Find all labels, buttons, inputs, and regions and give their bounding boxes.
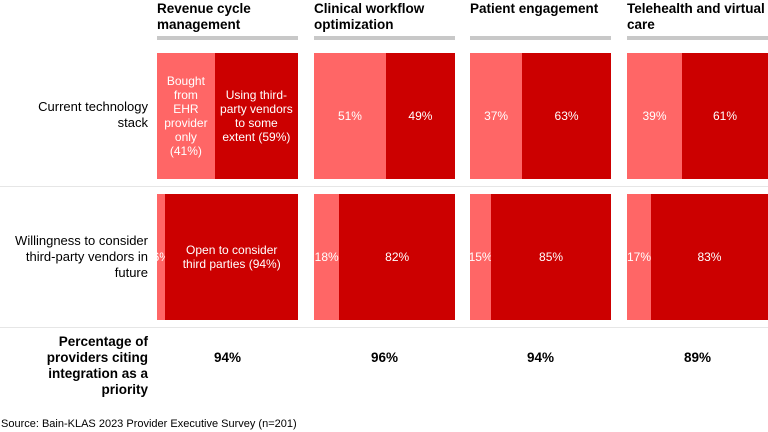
bar-future: 6% Open to consider third parties (94%): [153, 194, 298, 320]
column-title-rule: [627, 36, 768, 40]
priority-value: 96%: [370, 350, 399, 365]
segment-label: 63%: [554, 109, 579, 123]
segment-dark: Open to consider third parties (94%): [165, 194, 298, 320]
column-title: Patient engagement: [470, 1, 599, 16]
row-label-current: Current technology stack: [38, 99, 148, 130]
segment-dark: 85%: [491, 194, 611, 320]
segment-label: 61%: [712, 109, 737, 123]
segment-dark: Using third-party vendors to some extent…: [214, 53, 298, 179]
bar-future: 18% 82%: [314, 194, 455, 320]
segment-light: 15%: [468, 194, 493, 320]
bar-future: 17% 83%: [627, 194, 768, 320]
segment-light: 39%: [627, 53, 682, 179]
segment-light: 37%: [470, 53, 523, 179]
bar-current: 37% 63%: [470, 53, 611, 179]
column-title-rule: [314, 36, 455, 40]
divider-2: [0, 327, 768, 328]
segment-label: Open to consider third parties (94%): [182, 243, 281, 271]
bar-current: 39% 61%: [627, 53, 768, 179]
priority-value: 94%: [213, 350, 242, 365]
divider-1: [0, 186, 768, 187]
segment-label: 39%: [642, 109, 667, 123]
segment-light: 17%: [627, 194, 651, 320]
segment-label: 17%: [626, 250, 651, 264]
source-note: Source: Bain-KLAS 2023 Provider Executiv…: [1, 418, 297, 430]
bar-future: 15% 85%: [468, 194, 611, 320]
segment-dark: 63%: [522, 53, 611, 179]
segment-label: 83%: [697, 250, 722, 264]
segment-label: 37%: [484, 109, 509, 123]
priority-value: 94%: [526, 350, 555, 365]
bar-current: Bought from EHR provider only (41%) Using…: [157, 53, 298, 179]
priority-value: 89%: [683, 350, 712, 365]
segment-label: 51%: [337, 109, 362, 123]
segment-label: 18%: [314, 250, 339, 264]
segment-label: 15%: [468, 250, 493, 264]
segment-light: 51%: [314, 53, 386, 179]
column-title-rule: [157, 36, 298, 40]
segment-dark: 83%: [650, 194, 768, 320]
bar-current: 51% 49%: [314, 53, 455, 179]
segment-label: Using third-party vendors to some extent…: [220, 88, 293, 144]
segment-label: Bought from EHR provider only (41%): [164, 74, 208, 158]
segment-label: 82%: [385, 250, 410, 264]
segment-light: 18%: [314, 194, 340, 320]
column-title-rule: [470, 36, 611, 40]
segment-label: 49%: [408, 109, 433, 123]
segment-dark: 61%: [681, 53, 768, 179]
segment-dark: 82%: [339, 194, 455, 320]
column-title: Telehealth and virtual care: [627, 1, 765, 32]
segment-dark: 49%: [385, 53, 455, 179]
row-label-priority: Percentage of providers citing integrati…: [46, 334, 148, 397]
column-title: Revenue cycle management: [157, 1, 251, 32]
segment-label: 85%: [539, 250, 564, 264]
segment-light: Bought from EHR provider only (41%): [157, 53, 215, 179]
column-title: Clinical workflow optimization: [314, 1, 425, 32]
segment-light: 6%: [153, 194, 170, 320]
row-label-future: Willingness to consider third-party vend…: [15, 233, 148, 280]
